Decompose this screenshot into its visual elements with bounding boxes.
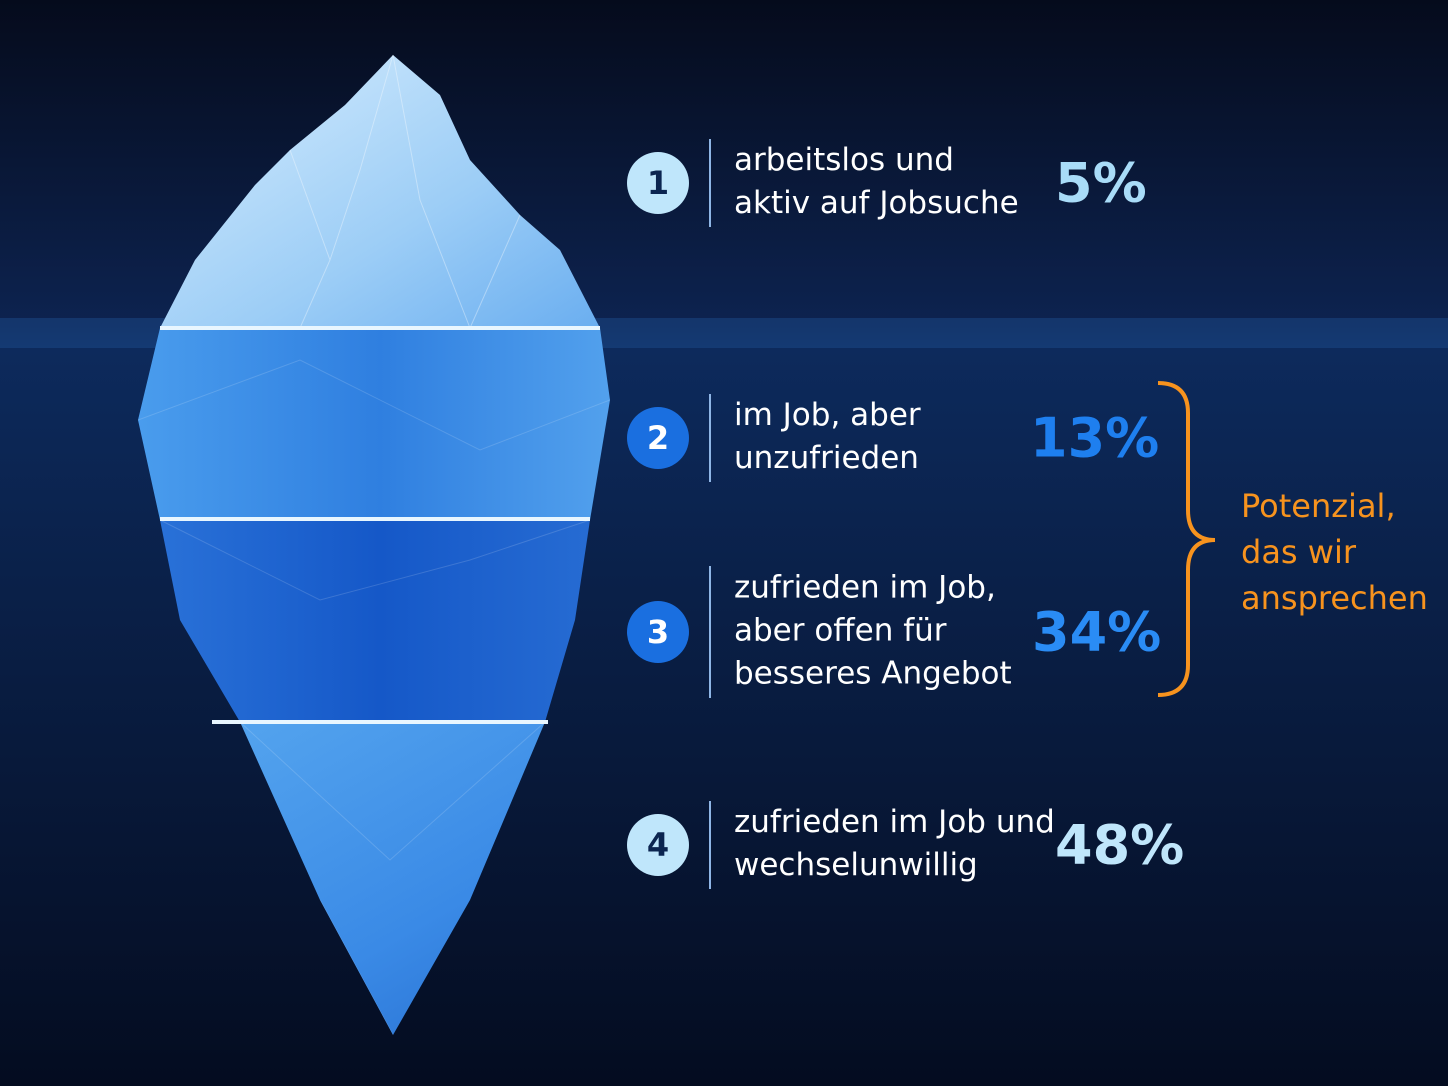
item-label: wechselunwillig xyxy=(734,847,978,883)
bracket xyxy=(1157,381,1216,697)
number-badge xyxy=(627,814,689,876)
note-text: das wir xyxy=(1241,533,1357,571)
item-label: im Job, aber xyxy=(734,397,921,433)
item-number: 2 xyxy=(647,419,669,457)
item-number: 1 xyxy=(647,164,669,202)
number-badge xyxy=(627,152,689,214)
band-1 xyxy=(138,328,610,520)
item-label: zufrieden im Job und xyxy=(734,804,1055,840)
facets xyxy=(138,359,610,1035)
item-value: 5% xyxy=(1055,152,1147,215)
number-badge xyxy=(627,601,689,663)
item-label: aktiv auf Jobsuche xyxy=(734,185,1019,221)
number-badge xyxy=(627,407,689,469)
item-number: 3 xyxy=(647,613,669,651)
item-number: 4 xyxy=(647,826,669,864)
iceberg-tip xyxy=(160,55,600,328)
item-label: besseres Angebot xyxy=(734,656,1012,692)
item-label: aber offen für xyxy=(734,613,947,649)
note-text: ansprechen xyxy=(1241,579,1428,617)
facets xyxy=(289,54,521,329)
item-label: arbeitslos und xyxy=(734,142,954,178)
item-label: unzufrieden xyxy=(734,440,919,476)
item-label: zufrieden im Job, xyxy=(734,570,996,606)
item-value: 34% xyxy=(1032,601,1161,664)
note-text: Potenzial, xyxy=(1241,487,1396,525)
item-value: 48% xyxy=(1055,814,1184,877)
item-value: 13% xyxy=(1030,407,1159,470)
